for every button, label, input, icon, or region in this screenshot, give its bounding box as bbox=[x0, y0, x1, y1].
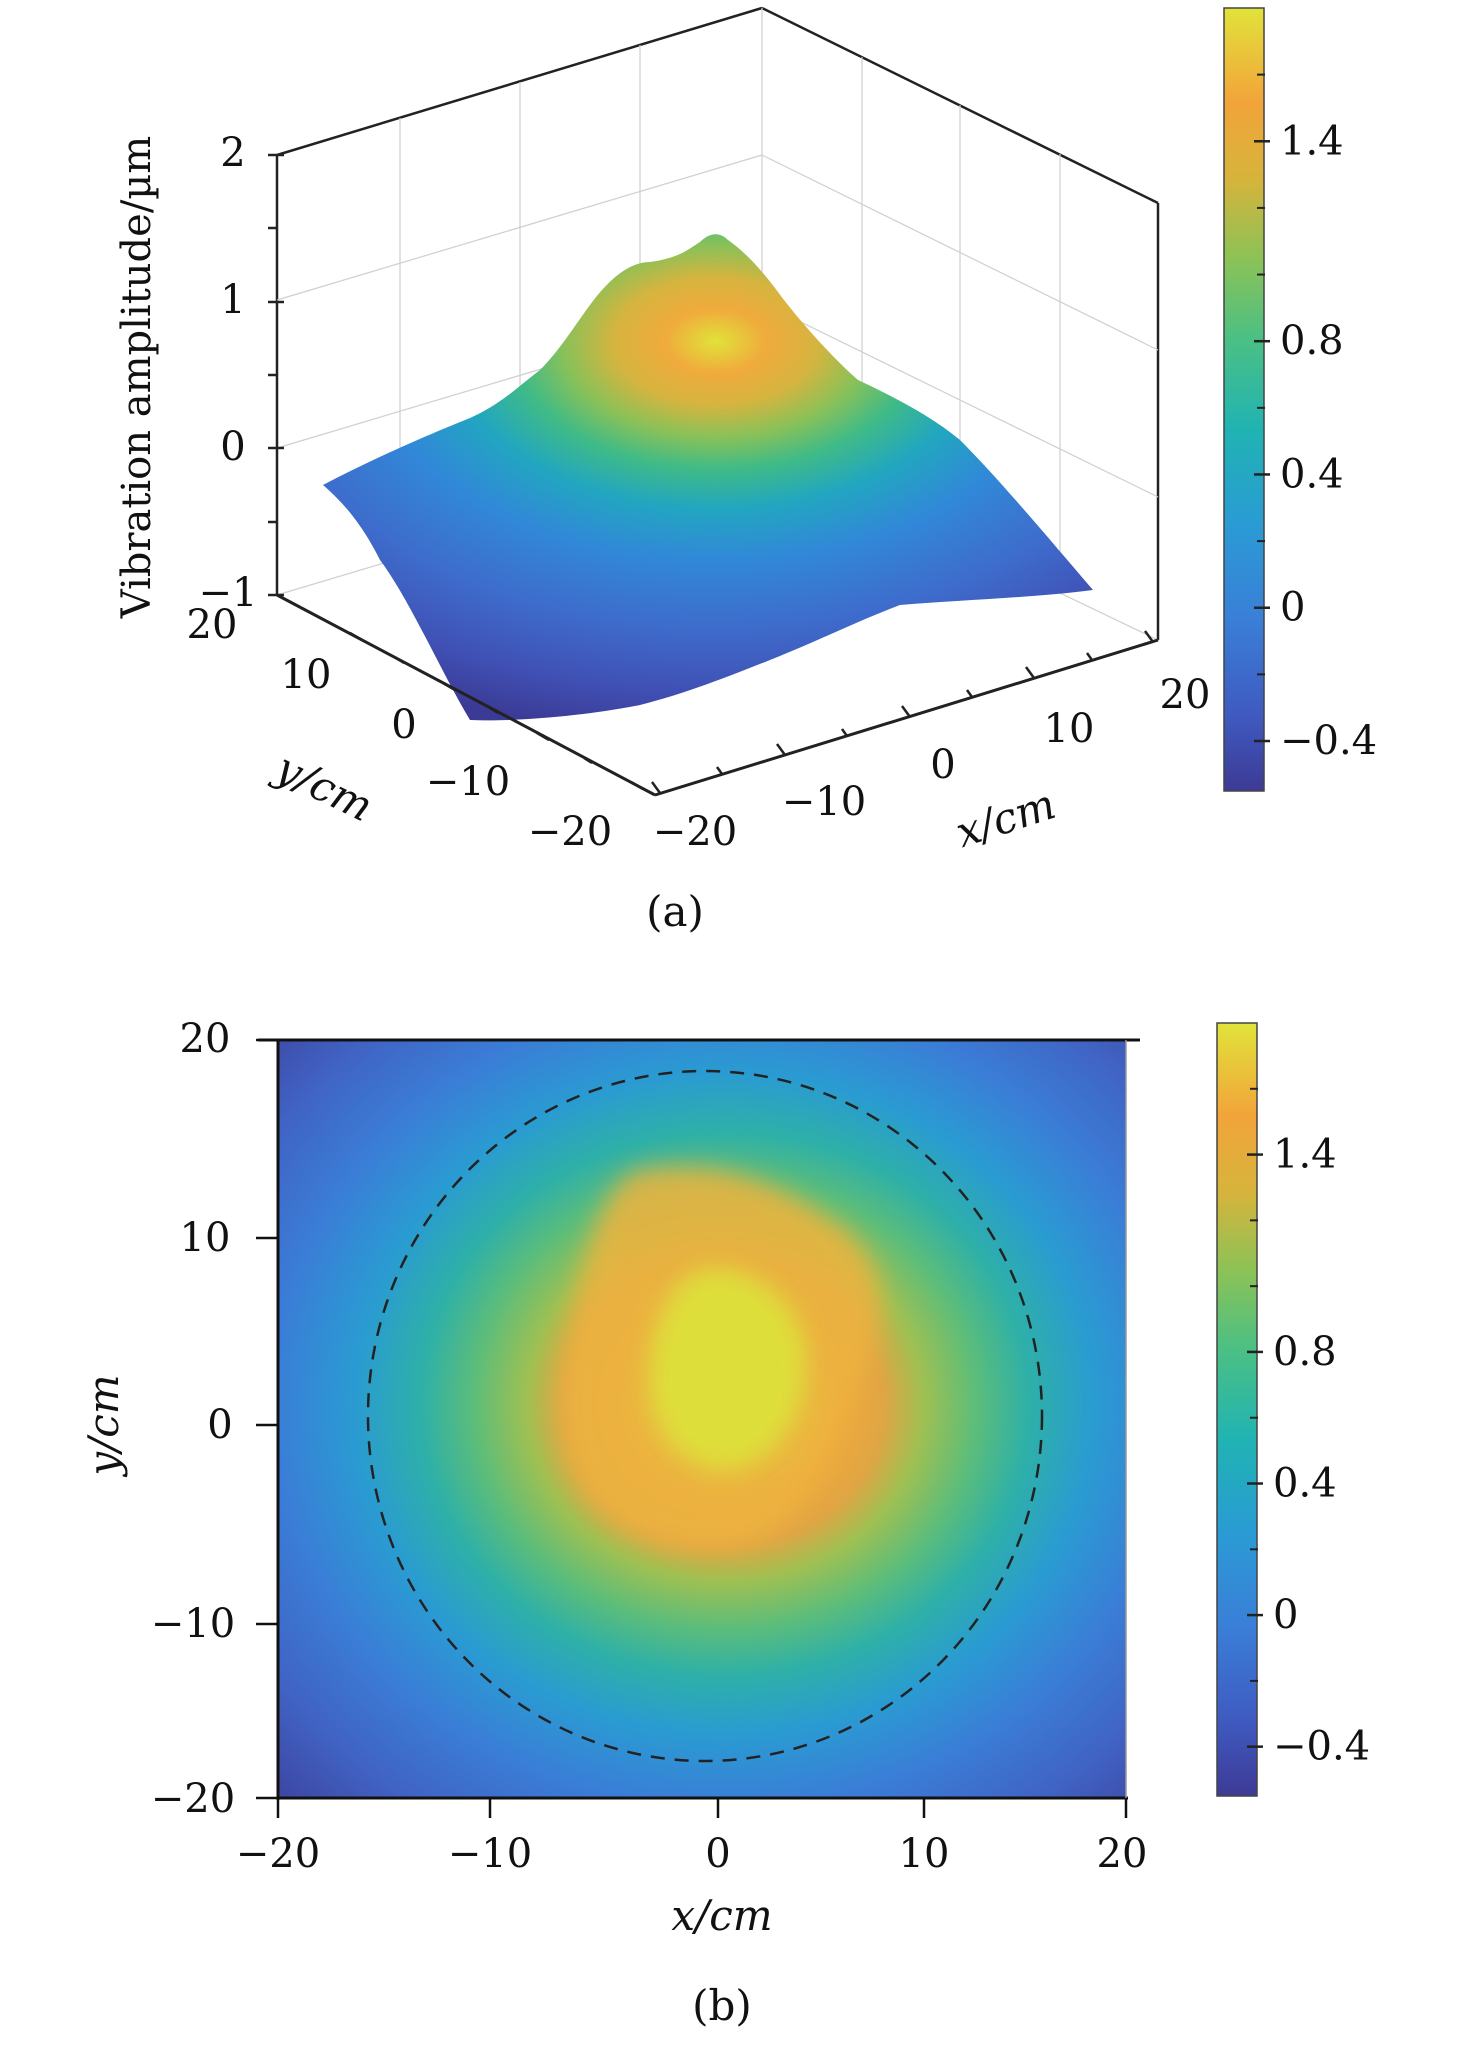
colorbar-tick-label: 1.4 bbox=[1280, 118, 1344, 164]
colorbar-a-gradient bbox=[1223, 7, 1265, 792]
heatmap-x-axis: −20 −10 0 10 20 x/cm bbox=[236, 1798, 1148, 1940]
x-tick-label: 10 bbox=[899, 1831, 950, 1877]
panel-label-b: (b) bbox=[692, 1981, 752, 2030]
heatmap-core-region bbox=[650, 1268, 806, 1470]
colorbar-b: 1.4 0.8 0.4 0 −0.4 bbox=[1216, 1022, 1370, 1797]
z-axis-label: Vibration amplitude/µm bbox=[114, 136, 160, 619]
colorbar-tick-label: 0.8 bbox=[1273, 1329, 1337, 1375]
colorbar-tick-label: 0 bbox=[1280, 585, 1305, 631]
y-axis-label: y/cm bbox=[79, 1374, 128, 1477]
x-tick-label: −20 bbox=[236, 1831, 320, 1877]
colorbar-b-gradient bbox=[1216, 1022, 1258, 1797]
colorbar-tick-label: 0.8 bbox=[1280, 318, 1344, 364]
colorbar-tick-label: 0.4 bbox=[1280, 451, 1344, 497]
y-tick-label: 10 bbox=[180, 1215, 231, 1261]
z-tick-label: 2 bbox=[220, 130, 245, 176]
panel-a-surface-plot: 2 1 0 −1 Vibration amplitude/µm 20 10 0 … bbox=[114, 6, 1377, 936]
surface-mesh bbox=[323, 234, 1093, 721]
colorbar-tick-label: −0.4 bbox=[1273, 1724, 1370, 1770]
x-tick-label: 10 bbox=[1044, 706, 1095, 752]
panel-b-heatmap: 20 10 0 −10 −20 y/cm −20 −10 0 10 20 x/c… bbox=[79, 1016, 1370, 2030]
x-tick-label: 20 bbox=[1160, 672, 1211, 718]
colorbar-tick-label: −0.4 bbox=[1280, 718, 1377, 764]
x-tick-label: 0 bbox=[705, 1831, 730, 1877]
colorbar-tick-label: 0 bbox=[1273, 1592, 1298, 1638]
panel-label-a: (a) bbox=[646, 887, 704, 936]
x-tick-label: −20 bbox=[653, 809, 737, 855]
y-tick-label: −20 bbox=[528, 809, 612, 855]
y-axis-label: y/cm bbox=[266, 742, 380, 831]
colorbar-tick-label: 1.4 bbox=[1273, 1132, 1337, 1178]
dashed-boundary-circle bbox=[366, 1069, 1044, 1763]
y-tick-label: 0 bbox=[391, 702, 416, 748]
z-axis: 2 1 0 −1 Vibration amplitude/µm bbox=[114, 130, 284, 619]
heatmap-y-axis: 20 10 0 −10 −20 y/cm bbox=[79, 1016, 278, 1822]
y-tick-label: 20 bbox=[187, 602, 238, 648]
colorbar-b-ticks: 1.4 0.8 0.4 0 −0.4 bbox=[1247, 1087, 1370, 1770]
y-tick-label: 20 bbox=[180, 1016, 231, 1062]
x-tick-label: −10 bbox=[782, 779, 866, 825]
heatmap-axes bbox=[258, 1038, 1140, 1800]
y-tick-label: 10 bbox=[281, 652, 332, 698]
z-tick-label: 0 bbox=[220, 424, 245, 470]
x-tick-label: 20 bbox=[1097, 1831, 1148, 1877]
z-tick-label: −1 bbox=[199, 570, 258, 616]
colorbar-tick-label: 0.4 bbox=[1273, 1461, 1337, 1507]
y-tick-label: −10 bbox=[426, 759, 510, 805]
y-tick-label: −10 bbox=[151, 1601, 235, 1647]
y-tick-label: 0 bbox=[207, 1402, 232, 1448]
colorbar-a-ticks: 1.4 0.8 0.4 0 −0.4 bbox=[1254, 73, 1377, 764]
x-axis-label: x/cm bbox=[671, 1891, 772, 1940]
colorbar-a: 1.4 0.8 0.4 0 −0.4 bbox=[1223, 7, 1377, 792]
x-tick-label: 0 bbox=[930, 742, 955, 788]
x-axis-label: x/cm bbox=[950, 779, 1061, 857]
z-tick-label: 1 bbox=[220, 277, 245, 323]
x-tick-label: −10 bbox=[448, 1831, 532, 1877]
y-tick-label: −20 bbox=[151, 1776, 235, 1822]
